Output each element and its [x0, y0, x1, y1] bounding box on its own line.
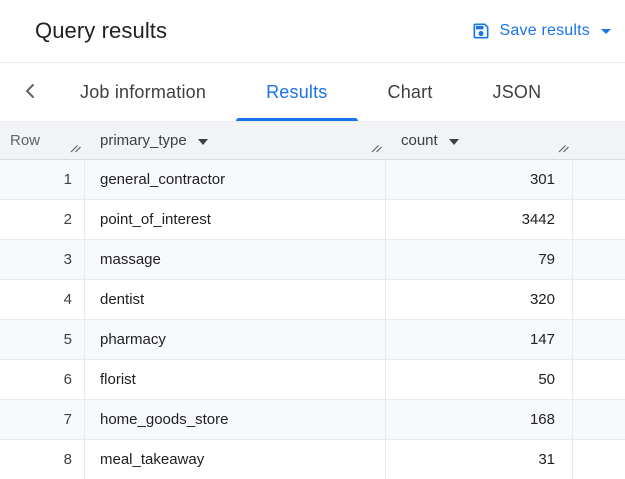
- primary-type-cell: meal_takeaway: [85, 440, 386, 479]
- primary-type-cell: florist: [85, 360, 386, 399]
- save-icon: [471, 21, 491, 41]
- count-cell: 320: [386, 280, 573, 319]
- table-row: 1 general_contractor 301: [0, 160, 625, 200]
- primary-type-cell: home_goods_store: [85, 400, 386, 439]
- table-row: 6 florist 50: [0, 360, 625, 400]
- column-header-count[interactable]: count: [386, 122, 573, 159]
- scroll-tabs-left-button[interactable]: [12, 63, 50, 121]
- tab-json[interactable]: JSON: [492, 81, 542, 102]
- count-cell: 168: [386, 400, 573, 439]
- filler-cell: [573, 400, 625, 439]
- chevron-left-icon: [22, 82, 40, 103]
- row-number-cell: 5: [0, 320, 85, 359]
- column-header-primary-type-label: primary_type: [100, 132, 187, 149]
- table-header-row: Row primary_type count: [0, 122, 625, 160]
- column-resize-grip-icon[interactable]: [70, 140, 82, 157]
- tab-results[interactable]: Results: [236, 63, 358, 121]
- filler-cell: [573, 160, 625, 199]
- table-row: 3 massage 79: [0, 240, 625, 280]
- filler-cell: [573, 240, 625, 279]
- primary-type-cell: dentist: [85, 280, 386, 319]
- primary-type-cell: massage: [85, 240, 386, 279]
- results-table: Row primary_type count 1 general_contrac…: [0, 122, 625, 479]
- count-cell: 301: [386, 160, 573, 199]
- row-number-cell: 8: [0, 440, 85, 479]
- save-results-button[interactable]: Save results: [471, 21, 611, 41]
- primary-type-cell: general_contractor: [85, 160, 386, 199]
- table-row: 5 pharmacy 147: [0, 320, 625, 360]
- sort-caret-icon[interactable]: [448, 138, 459, 145]
- column-header-primary-type[interactable]: primary_type: [85, 122, 386, 159]
- primary-type-cell: point_of_interest: [85, 200, 386, 239]
- primary-type-cell: pharmacy: [85, 320, 386, 359]
- save-results-label: Save results: [499, 22, 590, 39]
- row-number-cell: 4: [0, 280, 85, 319]
- filler-cell: [573, 200, 625, 239]
- row-number-cell: 2: [0, 200, 85, 239]
- filler-cell: [573, 360, 625, 399]
- table-row: 4 dentist 320: [0, 280, 625, 320]
- column-header-count-label: count: [401, 132, 438, 149]
- tab-chart[interactable]: Chart: [387, 81, 433, 102]
- column-resize-grip-icon[interactable]: [558, 140, 570, 157]
- filler-cell: [573, 320, 625, 359]
- column-header-row-label: Row: [10, 132, 41, 149]
- tab-job-information[interactable]: Job information: [80, 81, 207, 102]
- table-row: 7 home_goods_store 168: [0, 400, 625, 440]
- row-number-cell: 6: [0, 360, 85, 399]
- results-tab-bar: Job information Results Chart JSON: [0, 63, 625, 122]
- row-number-cell: 3: [0, 240, 85, 279]
- row-number-cell: 7: [0, 400, 85, 439]
- column-header-row: Row: [0, 122, 85, 159]
- page-title: Query results: [35, 18, 168, 43]
- filler-cell: [573, 440, 625, 479]
- column-resize-grip-icon[interactable]: [371, 140, 383, 157]
- sort-caret-icon[interactable]: [197, 138, 208, 145]
- table-row: 8 meal_takeaway 31: [0, 440, 625, 479]
- table-row: 2 point_of_interest 3442: [0, 200, 625, 240]
- save-results-dropdown-caret-icon: [601, 28, 611, 34]
- column-header-filler: [573, 122, 625, 159]
- count-cell: 50: [386, 360, 573, 399]
- row-number-cell: 1: [0, 160, 85, 199]
- count-cell: 79: [386, 240, 573, 279]
- count-cell: 3442: [386, 200, 573, 239]
- filler-cell: [573, 280, 625, 319]
- count-cell: 31: [386, 440, 573, 479]
- query-results-header: Query results Save results: [0, 0, 625, 63]
- count-cell: 147: [386, 320, 573, 359]
